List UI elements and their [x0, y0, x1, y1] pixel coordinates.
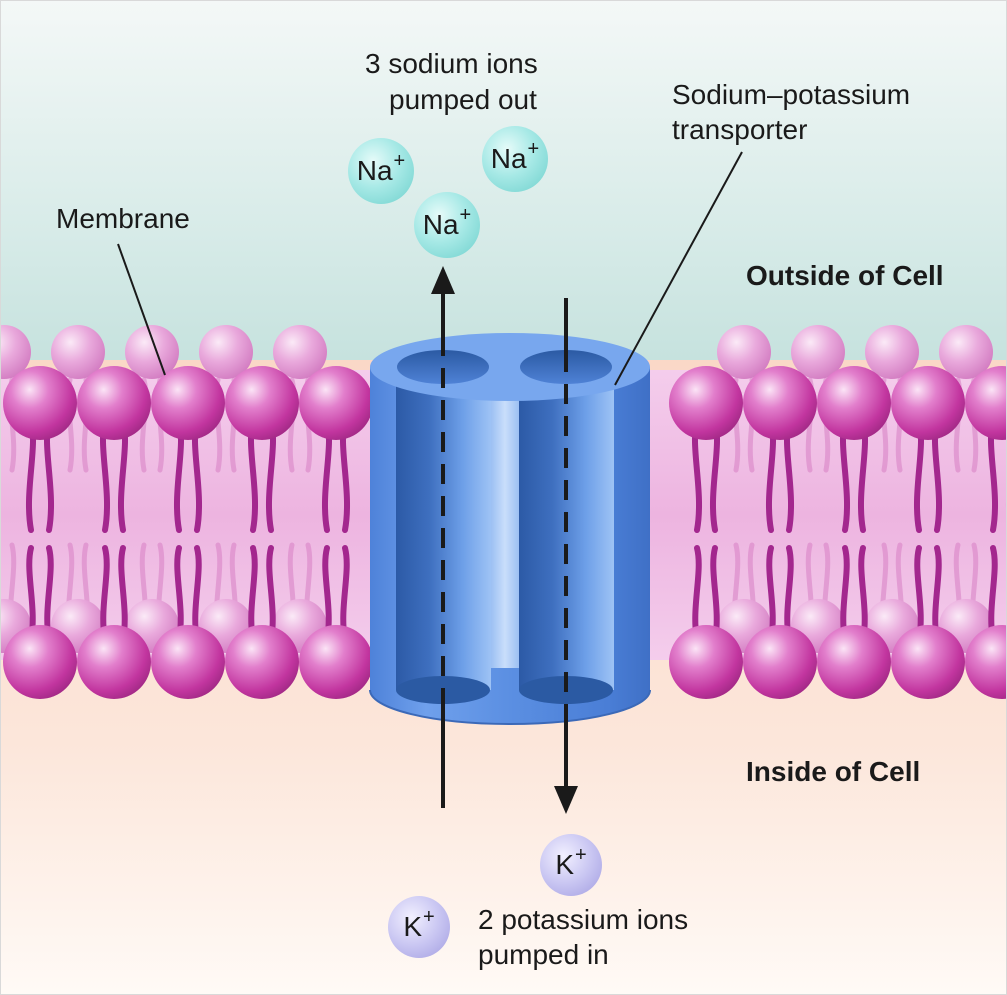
lipid-head	[125, 325, 179, 379]
lipid-head	[3, 625, 77, 699]
lipid-head	[939, 325, 993, 379]
lipid-head	[817, 366, 891, 440]
lipid-head	[225, 366, 299, 440]
sodium-ion-symbol: Na	[490, 143, 527, 174]
lipid-head	[865, 325, 919, 379]
potassium-inflow-arrow	[554, 298, 578, 814]
lipid-head	[51, 325, 105, 379]
sodium-ion: Na +	[482, 126, 548, 192]
potassium-ion-charge: +	[575, 843, 587, 866]
lipid-head	[669, 366, 743, 440]
potassium-ion-charge: +	[423, 905, 435, 928]
sodium-ion-symbol: Na	[356, 155, 393, 186]
lipid-head	[299, 625, 373, 699]
lipid-head	[891, 366, 965, 440]
lipid-head	[965, 625, 1007, 699]
lipid-head	[299, 366, 373, 440]
sodium-ions-label-line2: pumped out	[389, 84, 537, 115]
inside-of-cell-label: Inside of Cell	[746, 756, 921, 787]
lipid-head	[225, 625, 299, 699]
lipid-head	[273, 325, 327, 379]
lipid-head	[891, 625, 965, 699]
potassium-ions-label-line1: 2 potassium ions	[478, 904, 689, 935]
sodium-ion: Na +	[348, 138, 414, 204]
outside-of-cell-label: Outside of Cell	[746, 260, 944, 291]
sodium-ion-charge: +	[459, 203, 472, 226]
lipid-head	[3, 366, 77, 440]
lipid-head	[817, 625, 891, 699]
transporter-pointer-line	[614, 151, 743, 386]
sodium-ion-charge: +	[527, 137, 540, 160]
sodium-ions-label-line1: 3 sodium ions	[365, 48, 538, 79]
sodium-potassium-transporter	[369, 333, 651, 725]
lipid-head	[77, 625, 151, 699]
lipid-head	[151, 625, 225, 699]
membrane-pointer-line	[117, 243, 166, 376]
sodium-outflow-arrow	[431, 266, 455, 808]
sodium-ion-symbol: Na	[422, 209, 459, 240]
lipid-head	[743, 366, 817, 440]
potassium-ion-symbol: K	[403, 911, 422, 942]
potassium-ion: K +	[540, 834, 602, 896]
potassium-ions-label-line2: pumped in	[478, 939, 609, 970]
lipid-head	[77, 366, 151, 440]
lipid-head	[743, 625, 817, 699]
lipid-head	[199, 325, 253, 379]
potassium-ion: K +	[388, 896, 450, 958]
sodium-ion-charge: +	[393, 149, 406, 172]
lipid-head	[791, 325, 845, 379]
potassium-ion-symbol: K	[555, 849, 574, 880]
membrane-lipid-heads	[3, 366, 1007, 699]
lipid-head	[669, 625, 743, 699]
transporter-label-line1: Sodium–potassium	[672, 79, 911, 110]
sodium-ion: Na +	[414, 192, 480, 258]
lipid-head	[0, 325, 31, 379]
membrane-label: Membrane	[56, 203, 190, 234]
lipid-head	[717, 325, 771, 379]
transporter-label-line2: transporter	[672, 114, 808, 145]
lipid-head	[151, 366, 225, 440]
lipid-head	[965, 366, 1007, 440]
